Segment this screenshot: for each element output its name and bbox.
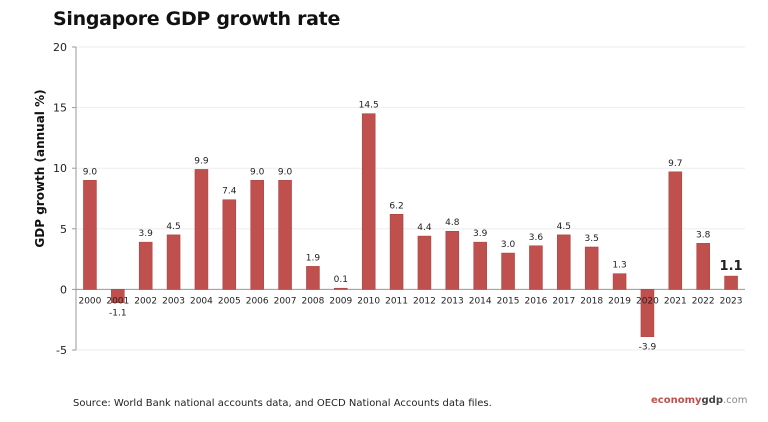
bar-2006 xyxy=(250,180,264,290)
data-label-2022: 3.8 xyxy=(696,230,711,240)
x-tick-label: 2022 xyxy=(692,296,715,306)
bar-2011 xyxy=(389,214,404,290)
bar-2009 xyxy=(334,287,348,290)
x-tick-label: 2000 xyxy=(78,296,101,306)
data-label-2000: 9.0 xyxy=(83,167,98,177)
data-label-2012: 4.4 xyxy=(417,223,432,233)
data-label-2008: 1.9 xyxy=(306,253,321,263)
bar-2005 xyxy=(222,199,237,290)
data-label-2020: -3.9 xyxy=(639,343,657,353)
bar-2001 xyxy=(111,289,125,303)
y-tick-label: 0 xyxy=(60,283,67,296)
x-tick-label: 2016 xyxy=(524,296,547,306)
x-tick-label: 2021 xyxy=(664,296,687,306)
bar-2012 xyxy=(417,235,432,290)
x-tick-label: 2017 xyxy=(552,296,575,306)
x-tick-label: 2020 xyxy=(636,296,659,306)
brand-logo: economygdp.com xyxy=(651,395,748,406)
data-label-2005: 7.4 xyxy=(222,187,237,197)
bar-2021 xyxy=(668,171,683,290)
bar-2015 xyxy=(501,252,515,290)
x-tick-label: 2009 xyxy=(329,296,352,306)
bar-2007 xyxy=(278,180,292,290)
source-note: Source: World Bank national accounts dat… xyxy=(73,398,492,409)
data-label-2017: 4.5 xyxy=(557,222,571,232)
bar-2014 xyxy=(473,241,487,290)
data-label-2002: 3.9 xyxy=(139,229,154,239)
y-tick-label: 20 xyxy=(53,41,67,54)
y-tick-label: 10 xyxy=(53,162,67,175)
y-tick-label: 5 xyxy=(60,223,67,236)
bar-2013 xyxy=(445,230,460,290)
bar-2000 xyxy=(83,180,97,290)
data-label-2009: 0.1 xyxy=(334,275,348,285)
x-tick-label: 2023 xyxy=(720,296,743,306)
x-tick-label: 2015 xyxy=(497,296,520,306)
bar-2016 xyxy=(529,245,543,290)
bar-2008 xyxy=(306,266,320,290)
data-label-2001: -1.1 xyxy=(109,309,127,319)
data-label-2015: 3.0 xyxy=(501,240,516,250)
data-label-2003: 4.5 xyxy=(166,222,180,232)
data-label-2021: 9.7 xyxy=(668,159,682,169)
data-label-2019: 1.3 xyxy=(612,261,626,271)
data-label-2023: 1.1 xyxy=(720,259,743,274)
x-tick-label: 2003 xyxy=(162,296,185,306)
data-label-2010: 14.5 xyxy=(359,101,379,111)
x-tick-label: 2011 xyxy=(385,296,408,306)
chart-title: Singapore GDP growth rate xyxy=(53,8,341,30)
y-axis-label: GDP growth (annual %) xyxy=(33,89,47,247)
brand-part1: economy xyxy=(651,395,702,406)
bar-2003 xyxy=(166,234,181,290)
x-tick-label: 2002 xyxy=(134,296,157,306)
x-tick-label: 2007 xyxy=(274,296,297,306)
data-label-2014: 3.9 xyxy=(473,229,488,239)
x-tick-label: 2018 xyxy=(580,296,603,306)
x-tick-label: 2008 xyxy=(301,296,324,306)
x-tick-label: 2019 xyxy=(608,296,631,306)
bar-2023 xyxy=(724,275,738,290)
bar-2017 xyxy=(557,234,571,290)
brand-part2: gdp xyxy=(701,395,723,406)
data-label-2006: 9.0 xyxy=(250,167,265,177)
y-tick-label: 15 xyxy=(53,102,67,115)
x-tick-label: 2014 xyxy=(469,296,492,306)
y-tick-label: -5 xyxy=(56,344,67,357)
data-label-2013: 4.8 xyxy=(445,218,460,228)
x-tick-label: 2010 xyxy=(357,296,380,306)
data-label-2004: 9.9 xyxy=(194,156,209,166)
x-tick-label: 2012 xyxy=(413,296,436,306)
x-tick-label: 2013 xyxy=(441,296,464,306)
data-label-2007: 9.0 xyxy=(278,167,293,177)
x-tick-label: 2004 xyxy=(190,296,213,306)
data-label-2018: 3.5 xyxy=(585,234,599,244)
bar-2022 xyxy=(696,243,710,290)
bar-2019 xyxy=(612,273,627,290)
x-tick-label: 2001 xyxy=(106,296,129,306)
bar-2020 xyxy=(640,289,655,337)
bar-2004 xyxy=(194,169,209,290)
data-label-2016: 3.6 xyxy=(529,233,544,243)
x-tick-label: 2005 xyxy=(218,296,241,306)
brand-part3: .com xyxy=(723,395,748,406)
bar-2018 xyxy=(584,246,599,290)
data-label-2011: 6.2 xyxy=(389,201,403,211)
x-tick-label: 2006 xyxy=(246,296,269,306)
bar-2002 xyxy=(138,241,153,290)
bar-2010 xyxy=(361,113,376,290)
